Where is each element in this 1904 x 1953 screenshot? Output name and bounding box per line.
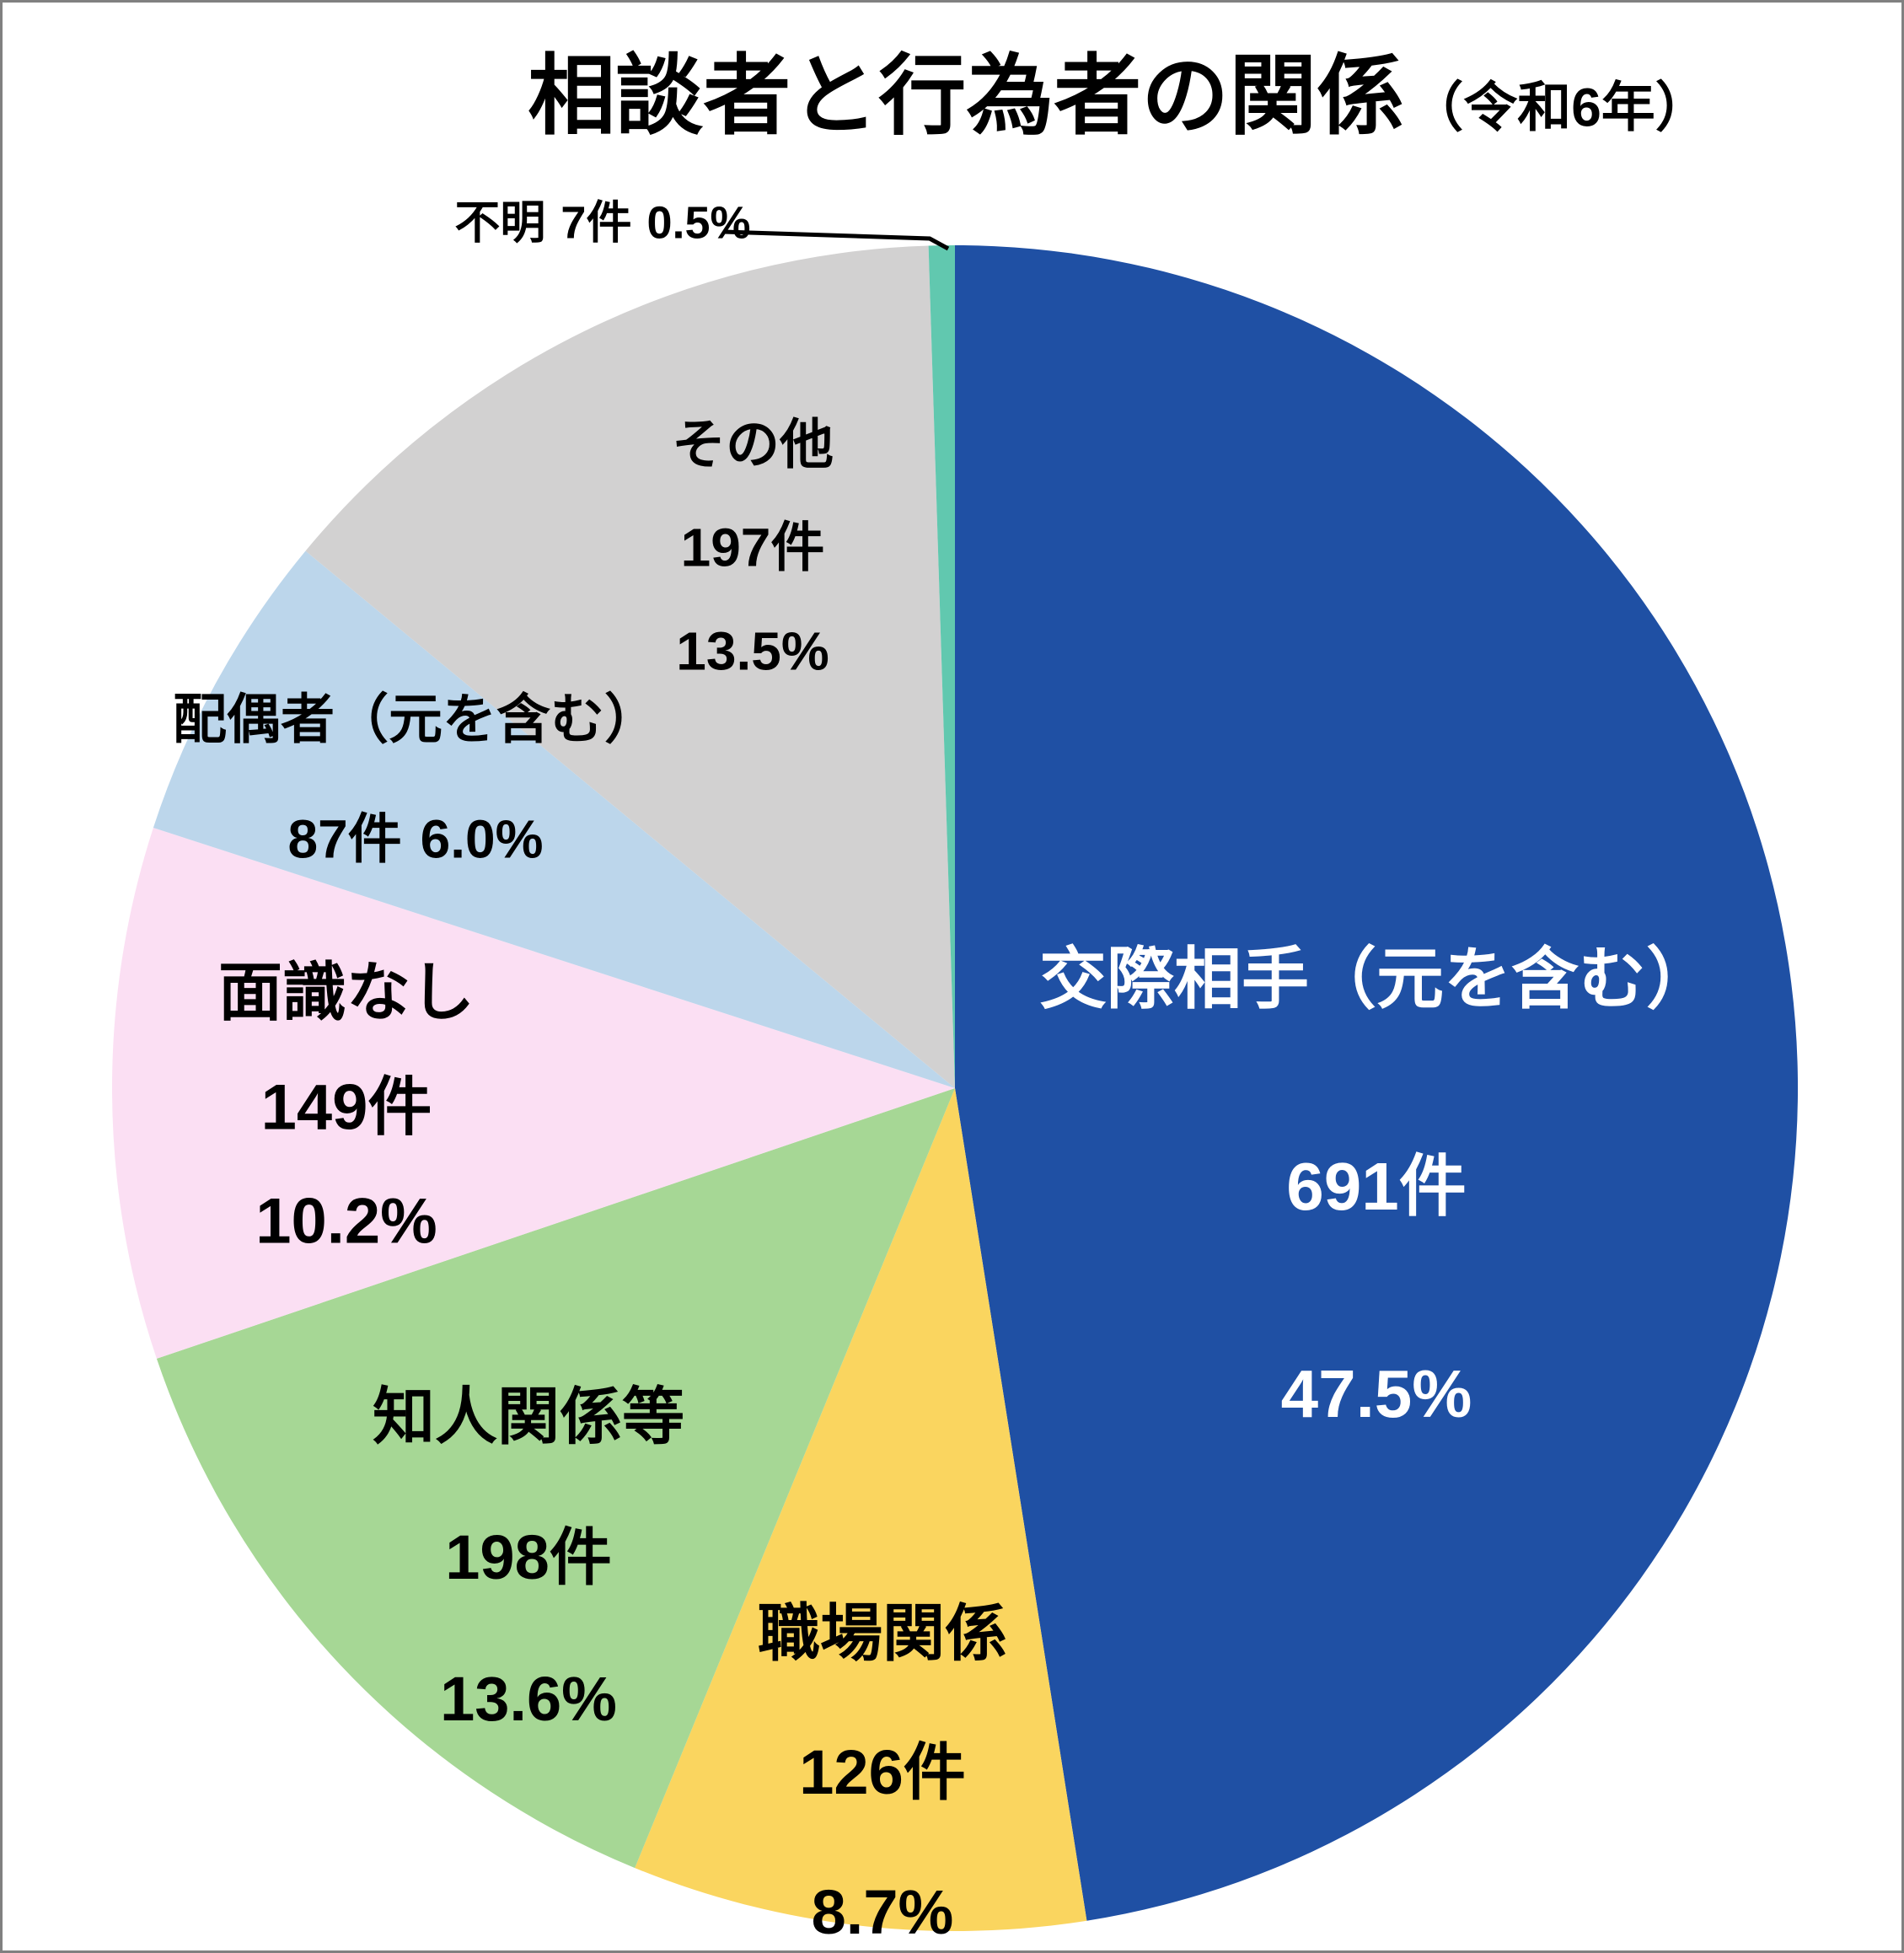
slice-label-unknown-count: 7件 [560,197,632,249]
slice-label-partner-count: 691件 [1286,1149,1467,1224]
slice-label-workplace: 職場関係 126件 8.7% [758,1597,1007,1947]
slice-label-acquaintance-count: 198件 [445,1522,612,1593]
slice-label-acquaintance: 知人関係等 198件 13.6% [373,1381,684,1734]
chart-title-main: 相談者と行為者の関係 [528,47,1405,146]
slice-label-unknown-name: 不明 [454,197,546,249]
slice-label-partner-percent: 47.5% [1280,1356,1472,1431]
slice-label-unknown-percent: 0.5% [646,197,751,249]
chart-title-year-suffix: （令和6年） [1409,77,1709,138]
leader-line-unknown-slice [723,229,950,251]
slice-label-stranger-count: 149件 [260,1071,432,1144]
slice-label-other-count: 197件 [680,517,825,578]
slice-label-other: その他 197件 13.5% [672,414,834,682]
slice-label-workplace-percent: 8.7% [811,1876,954,1947]
pie-slice-other [305,245,955,1088]
slice-label-spouse-count: 87件 [287,809,402,870]
pie-slice-acquaintance [156,1088,955,1869]
slice-label-partner: 交際相手（元を含む） 691件 47.5% [1039,942,1714,1431]
slice-label-partner-name: 交際相手（元を含む） [1039,942,1714,1017]
pie-slice-partner [955,245,1799,1921]
slice-label-other-percent: 13.5% [676,620,829,682]
slice-label-acquaintance-name: 知人関係等 [373,1381,684,1451]
slice-label-acquaintance-percent: 13.6% [440,1663,617,1734]
slice-label-other-name: その他 [672,414,834,475]
slice-label-spouse: 配偶者（元を含む） 87件 6.0% [173,689,658,870]
slice-label-spouse-count-percent: 87件 6.0% [287,809,544,870]
pie-slice-unknown [928,245,955,1088]
slice-label-unknown: 不明 7件 0.5% [454,197,751,249]
slice-label-workplace-name: 職場関係 [758,1597,1007,1668]
slice-label-stranger: 面識なし 149件 10.2% [218,958,475,1258]
pie-slice-workplace [635,1088,1087,1932]
slice-label-workplace-count: 126件 [799,1737,966,1808]
pie-slices [111,245,1799,1932]
pie-slice-spouse [153,550,955,1088]
slice-label-spouse-name: 配偶者（元を含む） [173,689,658,750]
slice-label-stranger-percent: 10.2% [255,1185,437,1258]
chart-title: 相談者と行為者の関係（令和6年） [528,51,1709,142]
pie-chart [111,229,1799,1932]
slice-label-stranger-name: 面識なし [218,957,475,1029]
slice-label-spouse-percent: 6.0% [420,809,544,870]
pie-slice-stranger [111,828,955,1359]
